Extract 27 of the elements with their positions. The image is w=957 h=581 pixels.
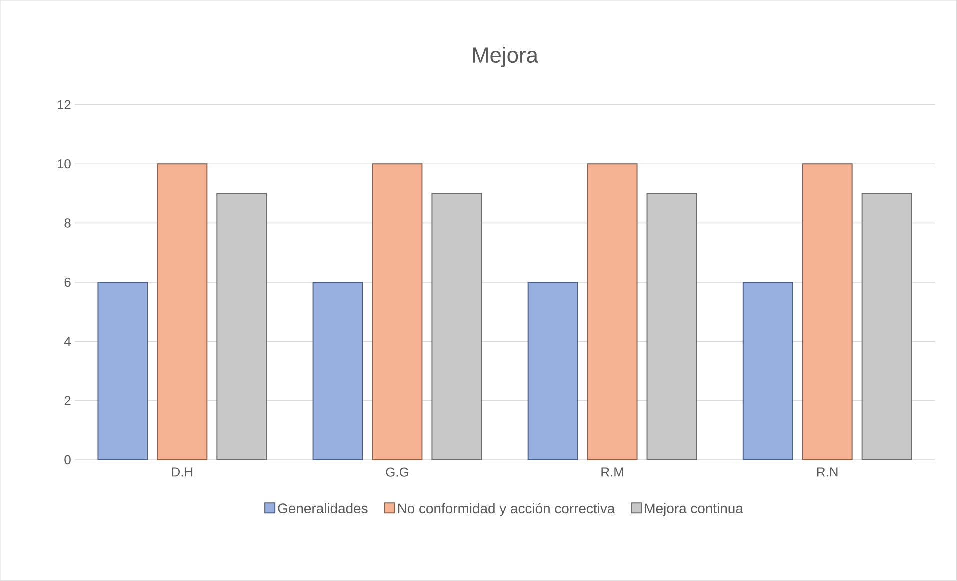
y-tick-label: 8: [64, 218, 71, 228]
bar: [312, 282, 364, 461]
bar: [98, 282, 148, 461]
x-tick-label: G.G: [386, 468, 408, 477]
y-tick-label: 12: [58, 100, 71, 110]
bar: [432, 193, 482, 461]
x-tick-label: R.M: [602, 468, 624, 477]
x-tick-label: D.H: [172, 468, 193, 477]
legend-label: Mejora continua: [645, 503, 744, 516]
bar: [372, 164, 423, 461]
chart-title: Mejora: [473, 46, 538, 68]
legend-label: No conformidad y acción correctiva: [398, 503, 616, 516]
y-tick-label: 4: [64, 337, 72, 346]
y-tick-label: 10: [58, 160, 71, 169]
x-tick-label: R.N: [818, 468, 838, 477]
bar: [587, 164, 638, 461]
bar: [528, 282, 578, 461]
bar: [862, 193, 912, 461]
legend-label: Generalidades: [278, 503, 368, 514]
bar: [742, 282, 794, 461]
y-tick-label: 6: [64, 278, 71, 288]
y-tick-label: 2: [64, 396, 71, 406]
bar: [802, 164, 853, 461]
bar: [216, 193, 268, 461]
y-tick-label: 0: [64, 455, 71, 465]
bar: [646, 193, 698, 461]
bar: [157, 164, 208, 461]
